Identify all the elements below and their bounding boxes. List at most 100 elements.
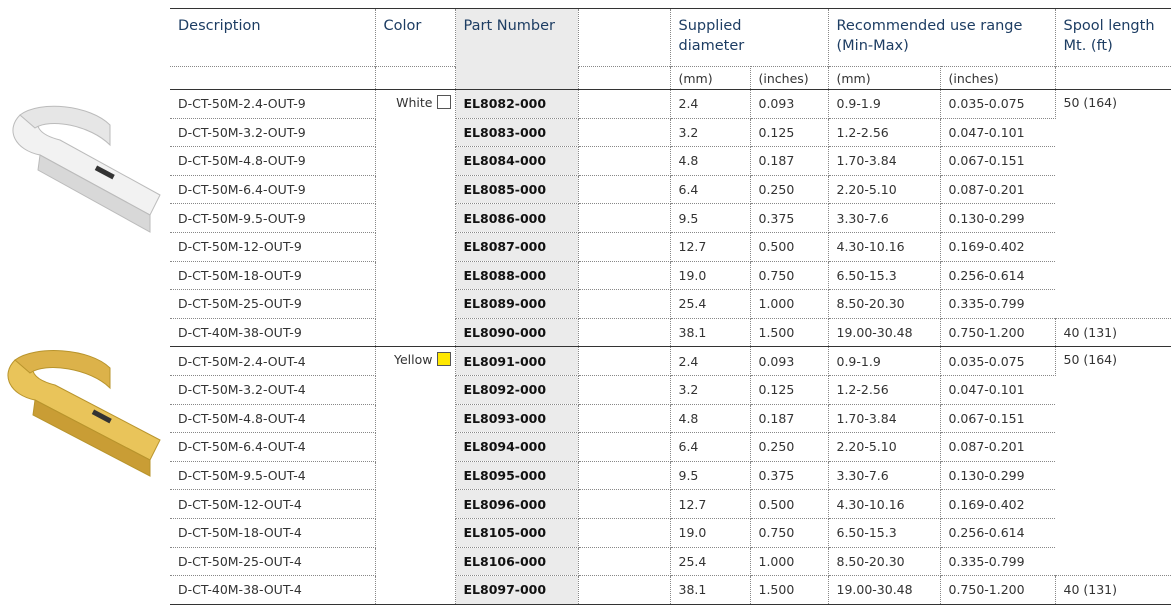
range-inches: 0.750-1.200 [940,318,1055,347]
range-inches: 0.335-0.799 [940,290,1055,319]
cell [578,547,670,576]
range-mm: 2.20-5.10 [828,433,940,462]
diameter-inches: 0.093 [750,347,828,376]
cell [1055,67,1171,90]
part-number: EL8091-000 [455,347,578,376]
range-mm: 3.30-7.6 [828,204,940,233]
range-inches: 0.047-0.101 [940,375,1055,404]
header-text: Spool length Mt. (ft) [1064,16,1169,56]
diameter-inches: 0.500 [750,232,828,261]
cell [578,347,670,376]
description: D-CT-50M-9.5-OUT-4 [170,461,375,490]
range-inches: 0.035-0.075 [940,347,1055,376]
diameter-inches: 1.000 [750,547,828,576]
description: D-CT-50M-12-OUT-9 [170,232,375,261]
cell [578,175,670,204]
description: D-CT-50M-6.4-OUT-9 [170,175,375,204]
header-cell: Spool length Mt. (ft) [1055,9,1171,67]
diameter-mm: 6.4 [670,175,750,204]
cell [578,290,670,319]
part-number: EL8086-000 [455,204,578,233]
part-number: EL8085-000 [455,175,578,204]
part-number: EL8106-000 [455,547,578,576]
diameter-mm: 38.1 [670,576,750,605]
range-mm: 1.2-2.56 [828,375,940,404]
part-number: EL8084-000 [455,147,578,176]
yellow-tubing-spool [8,351,160,476]
cell [578,147,670,176]
description: D-CT-50M-3.2-OUT-4 [170,375,375,404]
description: D-CT-50M-9.5-OUT-9 [170,204,375,233]
product-table: Description Color Part Number Supplied d… [170,8,1171,605]
diameter-mm: 12.7 [670,490,750,519]
cell [578,67,670,90]
range-inches: 0.169-0.402 [940,490,1055,519]
diameter-mm: 3.2 [670,375,750,404]
spool-length: 50 (164) [1055,347,1171,576]
range-inches: 0.256-0.614 [940,518,1055,547]
diameter-inches: 0.187 [750,404,828,433]
range-mm: 1.2-2.56 [828,118,940,147]
part-number: EL8088-000 [455,261,578,290]
header-cell: Recommended use range (Min-Max) [828,9,1055,67]
diameter-inches: 1.000 [750,290,828,319]
range-mm: 1.70-3.84 [828,147,940,176]
range-mm: 0.9-1.9 [828,90,940,119]
unit-label: (inches) [940,67,1055,90]
range-mm: 4.30-10.16 [828,232,940,261]
range-inches: 0.130-0.299 [940,461,1055,490]
range-mm: 8.50-20.30 [828,290,940,319]
cell [578,261,670,290]
range-mm: 3.30-7.6 [828,461,940,490]
cell [578,490,670,519]
header-text: Supplied diameter [679,16,769,56]
part-number: EL8090-000 [455,318,578,347]
product-images [0,0,170,606]
diameter-inches: 0.187 [750,147,828,176]
part-number: EL8093-000 [455,404,578,433]
cell [170,67,375,90]
header-cell: Part Number [455,9,578,67]
diameter-mm: 25.4 [670,290,750,319]
cell [578,90,670,119]
color-cell: Yellow [375,347,455,604]
part-number: EL8094-000 [455,433,578,462]
description: D-CT-50M-4.8-OUT-4 [170,404,375,433]
header-text: Recommended use range (Min-Max) [837,16,1052,56]
part-number: EL8083-000 [455,118,578,147]
range-inches: 0.750-1.200 [940,576,1055,605]
diameter-inches: 0.125 [750,375,828,404]
range-inches: 0.067-0.151 [940,147,1055,176]
cell [578,232,670,261]
range-mm: 4.30-10.16 [828,490,940,519]
diameter-mm: 3.2 [670,118,750,147]
header-text: Description [178,18,261,34]
diameter-mm: 19.0 [670,261,750,290]
diameter-mm: 2.4 [670,90,750,119]
range-mm: 19.00-30.48 [828,318,940,347]
diameter-mm: 2.4 [670,347,750,376]
cell [578,518,670,547]
diameter-inches: 0.750 [750,518,828,547]
part-number: EL8087-000 [455,232,578,261]
part-number: EL8105-000 [455,518,578,547]
spool-length: 50 (164) [1055,90,1171,319]
color-name: Yellow [394,352,432,367]
diameter-inches: 0.125 [750,118,828,147]
cell [578,576,670,605]
header-text: Part Number [464,18,555,34]
spool-length: 40 (131) [1055,576,1171,605]
